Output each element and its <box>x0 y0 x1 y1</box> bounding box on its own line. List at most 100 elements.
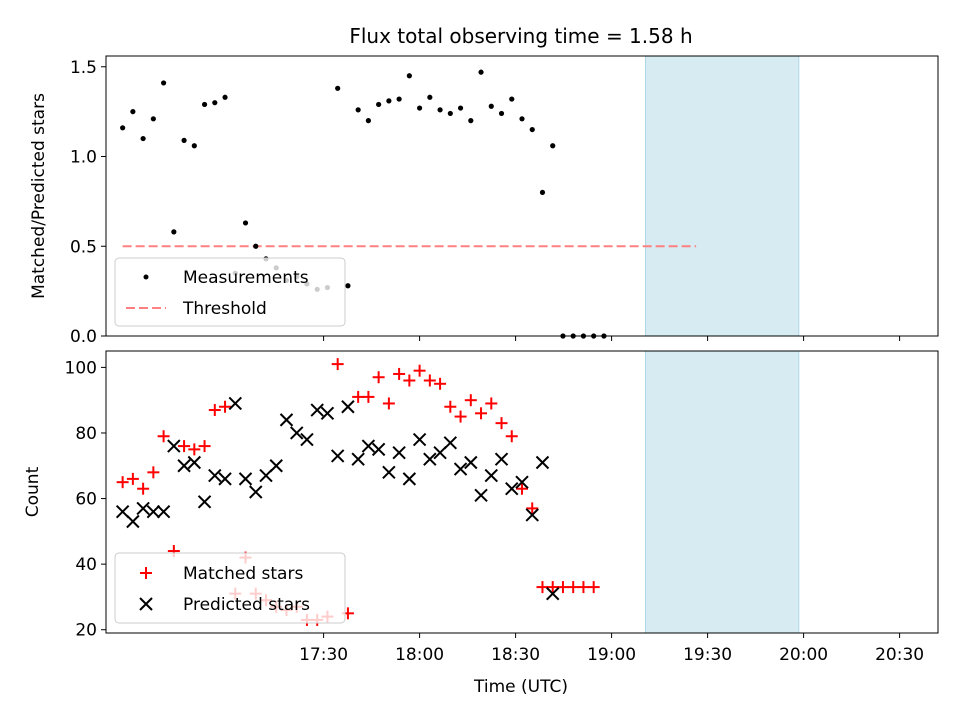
matched-star-point <box>444 400 457 413</box>
matched-star-point <box>536 581 549 594</box>
measurement-point <box>130 109 136 115</box>
matched-star-point <box>556 581 569 594</box>
predicted-star-stroke-b <box>515 475 529 489</box>
predicted-star-stroke-b <box>126 514 140 529</box>
predicted-star-point <box>464 455 478 470</box>
measurement-point <box>509 96 515 102</box>
predicted-star-point <box>505 482 519 496</box>
matched-star-point <box>454 410 467 423</box>
matched-star-point <box>434 377 447 390</box>
measurement-point <box>539 189 546 196</box>
chart-title: Flux total observing time = 1.58 h <box>349 24 692 48</box>
measurement-point <box>498 110 505 117</box>
matched-star-point <box>352 390 365 403</box>
predicted-star-point <box>249 485 263 499</box>
measurement-point <box>365 118 371 124</box>
predicted-star-stroke-b <box>361 439 376 453</box>
measurement-point <box>161 80 167 86</box>
matched-star-point <box>219 400 232 413</box>
predicted-star-point <box>494 452 509 466</box>
legend-predicted-label: Predicted stars <box>183 595 310 615</box>
predicted-star-point <box>412 432 427 447</box>
bottom-observing-window <box>645 350 800 634</box>
x-tick-label: 18:00 <box>395 645 444 665</box>
measurement-point <box>355 107 361 113</box>
predicted-star-point <box>443 436 458 450</box>
x-tick-label: 18:30 <box>491 645 540 665</box>
predicted-star-point <box>208 468 222 483</box>
predicted-star-stroke-b <box>156 504 171 519</box>
predicted-star-point <box>136 501 150 516</box>
predicted-star-point <box>402 472 417 486</box>
measurement-point <box>447 110 453 117</box>
matched-star-point <box>577 581 590 594</box>
predicted-star-stroke-b <box>494 452 509 466</box>
predicted-star-stroke-b <box>146 504 161 519</box>
predicted-star-stroke-b <box>197 495 212 509</box>
predicted-star-stroke-b <box>249 485 263 499</box>
predicted-star-stroke-b <box>464 455 478 470</box>
predicted-star-stroke-b <box>474 488 488 502</box>
predicted-star-point <box>290 426 304 440</box>
predicted-star-stroke-b <box>269 459 283 473</box>
measurement-point <box>488 103 494 109</box>
predicted-star-stroke-b <box>392 445 406 460</box>
predicted-star-stroke-b <box>341 400 355 414</box>
predicted-star-point <box>351 452 365 466</box>
predicted-star-stroke-b <box>218 472 232 486</box>
bottom-y-tick-label: 100 <box>65 358 97 378</box>
legend-predicted-marker <box>139 597 153 611</box>
predicted-star-point <box>228 396 242 411</box>
measurement-point <box>406 73 412 79</box>
predicted-star-stroke-b <box>187 455 202 470</box>
matched-star-point <box>526 502 539 515</box>
legend-measurements-label: Measurements <box>183 268 309 288</box>
predicted-star-stroke-b <box>300 432 314 447</box>
matched-star-point <box>393 367 406 380</box>
measurement-point <box>427 94 433 100</box>
top-y-tick-label: 0.0 <box>70 327 97 347</box>
bottom-y-axis-label: Count <box>23 466 43 517</box>
predicted-star-stroke-b <box>136 501 150 516</box>
top-y-tick-label: 0.5 <box>70 237 97 257</box>
predicted-star-point <box>300 432 314 447</box>
predicted-star-point <box>259 468 273 483</box>
matched-star-point <box>403 374 416 387</box>
matched-star-point <box>464 394 477 407</box>
matched-star-point <box>157 430 170 443</box>
bottom-y-tick-label: 20 <box>75 621 97 641</box>
top-plot-frame <box>105 55 939 337</box>
bottom-panel: 20 40 60 80 100 17:30 18:00 18:30 19:00 19:30 20:… <box>23 350 939 697</box>
predicted-star-point <box>382 465 396 480</box>
predicted-star-stroke-b <box>115 504 130 519</box>
predicted-star-stroke-b <box>505 482 519 496</box>
top-observing-window <box>645 55 800 337</box>
predicted-star-point <box>330 449 345 463</box>
predicted-star-point <box>515 475 529 489</box>
predicted-star-point <box>361 439 376 453</box>
predicted-star-point <box>392 445 406 460</box>
measurement-point <box>171 229 177 235</box>
predicted-star-stroke-b <box>310 403 324 417</box>
bottom-legend-box <box>114 552 346 624</box>
measurement-point <box>222 94 228 100</box>
legend-measurements-marker <box>143 274 149 280</box>
top-panel: 0.0 0.5 1.0 1.5 Matched/Predicted stars Mea… <box>29 55 939 347</box>
top-y-axis-label: Matched/Predicted stars <box>29 93 49 299</box>
matched-star-point <box>495 417 508 430</box>
predicted-star-stroke-b <box>228 396 242 411</box>
predicted-star-point <box>341 400 355 414</box>
matched-star-point <box>362 390 375 403</box>
matched-star-point <box>137 482 150 495</box>
measurement-point <box>335 85 341 91</box>
predicted-star-stroke-b <box>320 406 335 421</box>
predicted-star-stroke-b <box>484 468 498 483</box>
matched-star-point <box>423 374 436 387</box>
matched-star-point <box>382 397 395 410</box>
top-y-tick-label: 1.0 <box>70 148 97 168</box>
matched-star-point <box>126 472 139 485</box>
x-tick-label: 20:00 <box>779 645 828 665</box>
predicted-star-point <box>484 468 498 483</box>
predicted-star-point <box>423 452 437 466</box>
predicted-star-stroke-b <box>453 462 468 476</box>
